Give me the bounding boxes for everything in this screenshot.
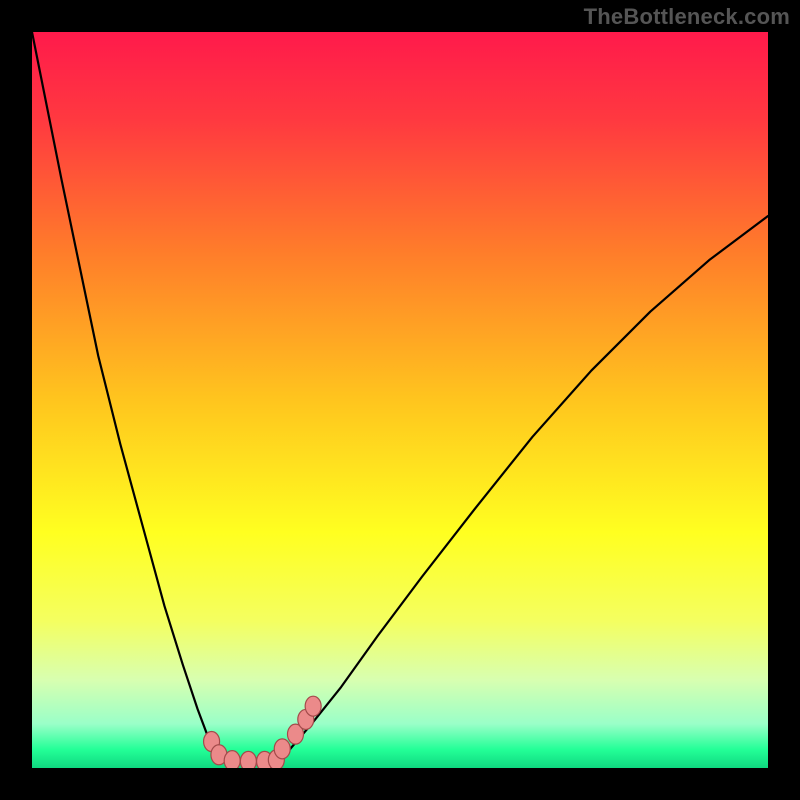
data-marker — [224, 751, 240, 768]
gradient-background — [32, 32, 768, 768]
plot-svg — [32, 32, 768, 768]
chart-frame: TheBottleneck.com — [0, 0, 800, 800]
watermark-text: TheBottleneck.com — [584, 4, 790, 30]
data-marker — [305, 696, 321, 716]
data-marker — [274, 739, 290, 759]
data-marker — [240, 751, 256, 768]
plot-area — [32, 32, 768, 768]
